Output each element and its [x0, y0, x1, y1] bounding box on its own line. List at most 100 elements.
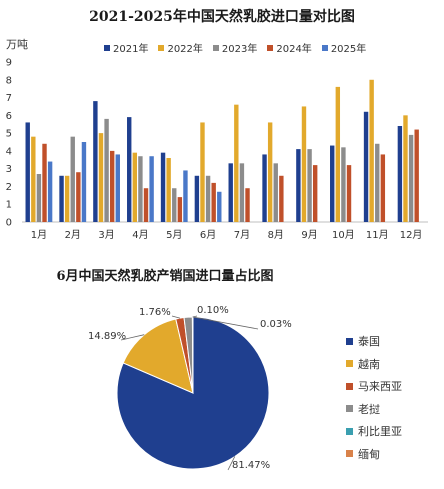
x-tick-label: 1月	[31, 229, 47, 241]
x-tick-label: 2月	[65, 229, 81, 241]
y-axis-unit: 万吨	[6, 38, 28, 51]
bar-chart-title: 2021-2025年中国天然乳胶进口量对比图	[89, 9, 355, 25]
x-tick-label: 12月	[400, 229, 423, 241]
legend-swatch	[104, 44, 110, 51]
bar	[341, 147, 346, 222]
bar	[380, 154, 386, 222]
pie-legend-label: 越南	[358, 357, 380, 371]
bar	[25, 122, 30, 222]
pie-leader-line	[227, 456, 236, 471]
legend-swatch	[158, 44, 165, 51]
bar	[59, 175, 64, 222]
bar	[312, 165, 318, 222]
y-tick-label: 9	[6, 58, 12, 69]
pie-legend-item: 缅甸	[346, 443, 402, 466]
pie-slice	[122, 318, 194, 394]
bar	[205, 175, 211, 222]
bar	[47, 161, 53, 222]
bar	[273, 163, 278, 222]
pie-chart-title: 6月中国天然乳胶产销国进口量占比图	[56, 269, 274, 284]
bar	[335, 86, 341, 222]
bar	[194, 175, 200, 222]
y-tick-label: 1	[6, 200, 12, 211]
x-tick-label: 3月	[98, 229, 114, 241]
pie-value-label: 81.47%	[232, 460, 270, 471]
bar	[279, 175, 284, 222]
bar	[346, 165, 352, 222]
x-tick-label: 6月	[200, 229, 216, 241]
pie-legend-label: 老挝	[358, 402, 380, 416]
bar	[166, 158, 171, 222]
bar	[375, 143, 380, 222]
legend-item: 2021年	[104, 40, 148, 55]
legend-label: 2024年	[276, 44, 312, 55]
x-tick-label: 11月	[366, 229, 389, 241]
pie-legend-swatch	[346, 450, 353, 458]
bar	[200, 122, 205, 222]
bar	[217, 191, 222, 222]
pie-slice	[175, 316, 194, 394]
bar	[115, 154, 120, 222]
x-tick-label: 5月	[166, 229, 182, 241]
bar	[160, 152, 166, 222]
bar	[239, 163, 245, 222]
bar	[211, 182, 216, 222]
y-tick-label: 6	[6, 111, 12, 122]
pie-legend-label: 泰国	[358, 335, 380, 349]
bar	[98, 133, 104, 222]
bar	[104, 118, 109, 222]
bar	[369, 79, 374, 223]
bar	[31, 136, 36, 222]
pie-leader-line	[192, 315, 198, 318]
bar	[70, 136, 75, 222]
pie-slice	[116, 316, 270, 470]
bar	[81, 142, 87, 222]
legend-item: 2023年	[212, 40, 258, 55]
legend-label: 2023年	[221, 44, 258, 55]
bar	[408, 134, 414, 222]
bar-chart: 0 1 2 3 4 5 6 7 8 9 1月 2月 3月 4月 5月 6月 7月 8月 9月 10月 11月 12月	[6, 58, 428, 241]
legend-swatch	[321, 44, 328, 51]
bar	[363, 111, 369, 222]
bar	[138, 156, 143, 222]
bar	[307, 149, 312, 222]
bar	[127, 117, 132, 222]
pie-legend-label: 马来西亚	[358, 380, 402, 394]
bar	[149, 156, 154, 222]
pie-legend-swatch	[346, 427, 353, 435]
bar-chart-legend: 2021年 2022年 2023年 2024年 2025年	[104, 40, 366, 55]
pie-legend-swatch	[346, 405, 353, 413]
pie-leader-line	[120, 334, 145, 341]
bar	[109, 150, 115, 222]
legend-swatch	[212, 44, 219, 51]
y-tick-label: 0	[6, 218, 12, 229]
pie-slice	[191, 316, 194, 394]
pie-leader-line	[192, 316, 259, 330]
x-tick-label: 9月	[301, 229, 317, 241]
x-tick-label: 10月	[332, 229, 355, 241]
bar	[132, 152, 138, 222]
pie-value-label: 0.03%	[260, 319, 292, 330]
legend-label: 2022年	[167, 44, 203, 55]
pie-legend-swatch	[346, 360, 353, 368]
bar	[330, 145, 335, 222]
legend-label: 2025年	[330, 44, 367, 55]
pie-leader-line	[171, 315, 180, 319]
pie-legend-item: 泰国	[346, 330, 402, 353]
legend-swatch	[267, 44, 274, 51]
y-tick-label: 8	[6, 75, 12, 86]
y-tick-label: 3	[6, 164, 12, 175]
pie-legend-item: 越南	[346, 353, 402, 376]
legend-label: 2021年	[113, 44, 149, 55]
pie-chart-legend: 泰国 越南 马来西亚 老挝 利比里亚 缅甸	[346, 330, 402, 465]
bar	[64, 175, 70, 222]
bar	[403, 115, 408, 222]
pie-value-label: 0.10%	[197, 305, 229, 316]
bar	[245, 188, 250, 222]
legend-item: 2025年	[321, 40, 367, 55]
y-tick-label: 2	[6, 182, 12, 193]
bar	[234, 104, 239, 222]
bar	[42, 143, 47, 222]
y-tick-label: 5	[6, 129, 12, 140]
x-tick-label: 4月	[132, 229, 148, 241]
